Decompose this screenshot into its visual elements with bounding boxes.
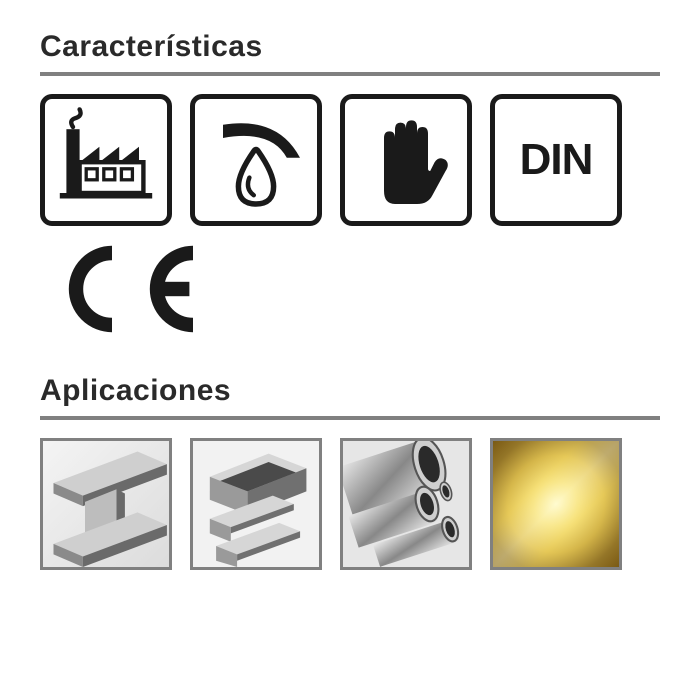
ce-mark xyxy=(40,244,660,334)
hand-icon xyxy=(340,94,472,226)
i-beam-icon xyxy=(40,438,172,570)
profiles-icon xyxy=(190,438,322,570)
factory-icon xyxy=(40,94,172,226)
features-rule xyxy=(40,72,660,76)
applications-rule xyxy=(40,416,660,420)
brass-icon xyxy=(490,438,622,570)
features-icon-row: DIN xyxy=(40,94,660,226)
features-section: Características xyxy=(40,30,660,334)
applications-section: Aplicaciones xyxy=(40,374,660,570)
tubes-icon xyxy=(340,438,472,570)
lubricant-icon xyxy=(190,94,322,226)
applications-row xyxy=(40,438,660,570)
applications-title: Aplicaciones xyxy=(40,374,660,408)
features-title: Características xyxy=(40,30,660,64)
din-label: DIN xyxy=(520,135,593,185)
din-standard-icon: DIN xyxy=(490,94,622,226)
